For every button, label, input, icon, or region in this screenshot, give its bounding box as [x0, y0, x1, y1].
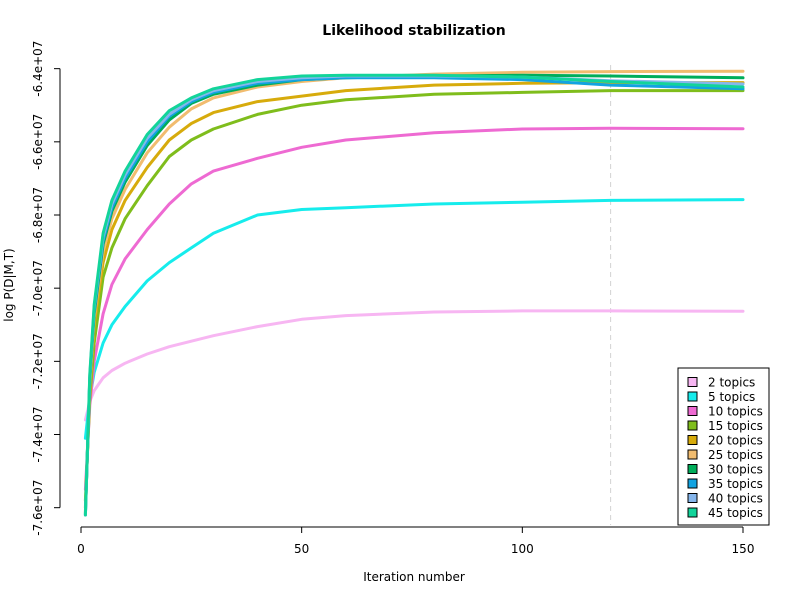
- series-line-1: [83, 309, 745, 422]
- legend-label: 40 topics: [708, 492, 763, 506]
- legend-swatch: [687, 435, 698, 445]
- legend-swatch: [687, 377, 698, 387]
- legend-swatch: [687, 478, 698, 489]
- legend-swatch: [687, 391, 698, 402]
- series-line-2: [83, 198, 745, 440]
- x-tick-label: 50: [294, 542, 309, 556]
- legend-label: 25 topics: [708, 448, 763, 462]
- legend-swatch: [687, 493, 698, 503]
- series-line-3: [83, 126, 745, 491]
- x-tick-label: 150: [732, 542, 755, 556]
- y-tick-label: -7.6e+07: [31, 480, 45, 536]
- legend-swatch: [687, 507, 698, 518]
- chart-title: Likelihood stabilization: [322, 23, 505, 39]
- legend-label: 20 topics: [708, 434, 763, 448]
- y-tick-label: -7.0e+07: [31, 260, 45, 316]
- y-tick-label: -6.4e+07: [31, 41, 45, 97]
- legend-label: 15 topics: [708, 419, 763, 433]
- legend-label: 2 topics: [708, 376, 755, 390]
- legend-label: 10 topics: [708, 405, 763, 419]
- x-tick-label: 0: [77, 542, 85, 556]
- y-tick-label: -7.2e+07: [31, 333, 45, 389]
- legend-swatch: [687, 464, 698, 474]
- legend-label: 45 topics: [708, 506, 763, 520]
- y-tick-label: -7.4e+07: [31, 406, 45, 462]
- series-group: [83, 69, 745, 517]
- legend-label: 35 topics: [708, 477, 763, 491]
- legend-label: 5 topics: [708, 390, 755, 404]
- axes: 0 50 100 150 -7.6e+07 -7.4e+07 -7.2e+07 -7.0e+0…: [31, 41, 754, 556]
- x-axis-label: Iteration number: [363, 570, 465, 584]
- legend-swatch: [687, 420, 698, 431]
- y-tick-label: -6.8e+07: [31, 187, 45, 243]
- legend-label: 30 topics: [708, 463, 763, 477]
- y-axis-label: log P(D|M,T): [2, 248, 16, 322]
- x-tick-label: 100: [511, 542, 534, 556]
- legend-swatch: [687, 449, 698, 460]
- series-line-4: [83, 89, 745, 502]
- series-line-10: [83, 73, 745, 517]
- y-tick-label: -6.6e+07: [31, 114, 45, 170]
- legend-swatch: [687, 406, 698, 416]
